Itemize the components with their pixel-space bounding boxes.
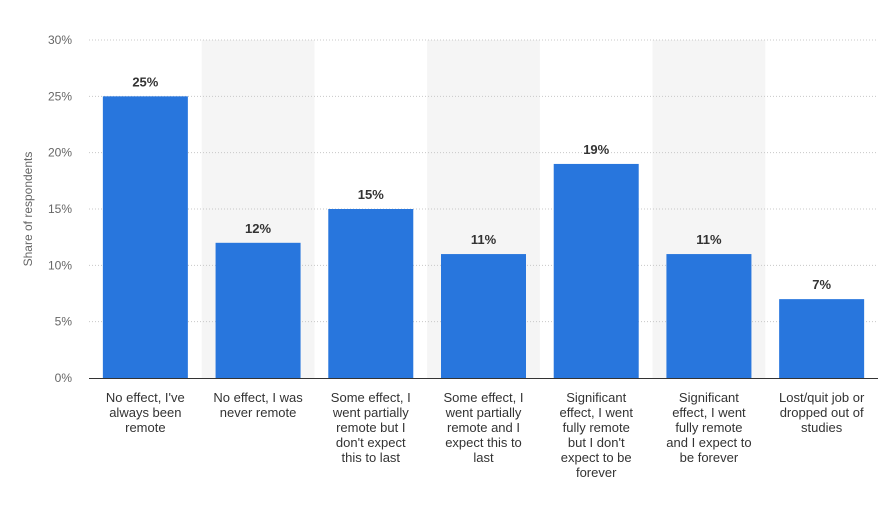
y-tick-label: 5% (55, 315, 73, 329)
bars (102, 96, 865, 378)
y-tick-label: 10% (48, 258, 72, 272)
x-tick-label: No effect, I've always been remote (106, 390, 185, 435)
data-label: 19% (583, 142, 609, 157)
data-label: 11% (471, 232, 497, 247)
y-axis-title: Share of respondents (21, 152, 35, 267)
data-label: 11% (696, 232, 722, 247)
x-tick-label: Significant effect, I went fully remote but… (559, 390, 633, 480)
bar (441, 254, 526, 378)
data-label: 15% (358, 187, 384, 202)
bar (328, 209, 414, 378)
data-label: 25% (132, 74, 158, 89)
x-tick-label: Significant effect, I went fully remote and… (666, 390, 751, 465)
y-tick-label: 15% (48, 202, 72, 216)
data-label: 7% (812, 277, 831, 292)
x-axis-labels: No effect, I've always been remote No effec… (106, 390, 865, 480)
x-tick-label: Lost/quit job or dropped out of studies (779, 390, 865, 435)
y-tick-label: 30% (48, 33, 72, 47)
bar (553, 163, 639, 378)
y-tick-label: 20% (48, 146, 72, 160)
bar (102, 96, 188, 378)
y-tick-label: 25% (48, 89, 72, 103)
x-tick-label: No effect, I was never remote (213, 390, 303, 420)
y-tick-label: 0% (55, 371, 73, 385)
bar (215, 242, 301, 378)
y-axis-ticks: 0% 5% 10% 15% 20% 25% 30% (48, 33, 72, 385)
bar (779, 299, 865, 378)
bar (666, 254, 752, 378)
data-labels: 25% 12% 15% 11% 19% 11% 7% (132, 74, 831, 292)
data-label: 12% (245, 221, 271, 236)
